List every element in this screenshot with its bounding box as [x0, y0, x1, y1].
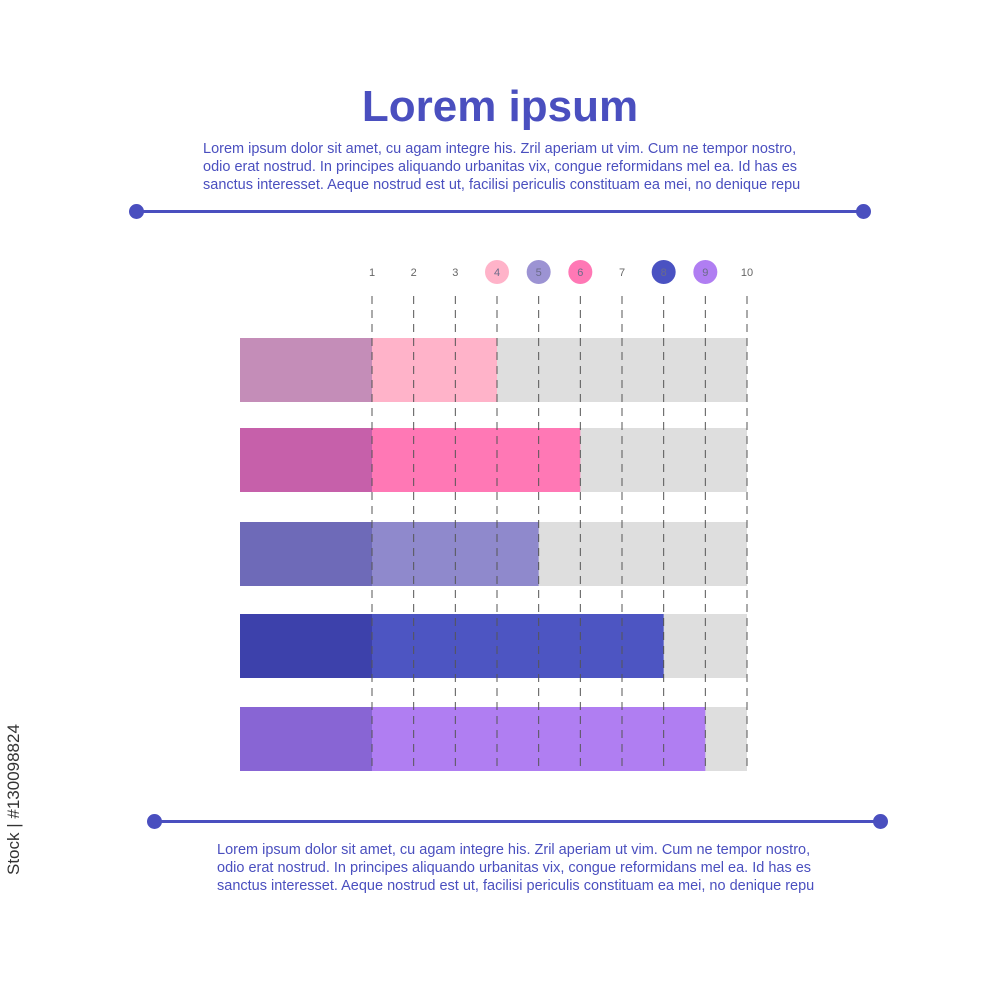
tick-label: 7	[619, 267, 625, 279]
bar-fill	[372, 614, 664, 678]
tick-label: 1	[369, 267, 375, 279]
bar-head	[240, 338, 372, 402]
bar-head	[240, 428, 372, 492]
intro-paragraph: Lorem ipsum dolor sit amet, cu agam inte…	[203, 141, 801, 193]
tick-label: 10	[741, 267, 753, 279]
tick-label: 2	[411, 267, 417, 279]
stock-watermark: Stock | #130098824	[4, 724, 23, 875]
bar-head	[240, 614, 372, 678]
tick-label: 8	[661, 267, 667, 279]
bar-head	[240, 707, 372, 771]
bar-head	[240, 522, 372, 586]
divider-left-dot	[147, 814, 162, 829]
divider-left-dot	[129, 204, 144, 219]
footer-paragraph: Lorem ipsum dolor sit amet, cu agam inte…	[217, 842, 815, 894]
tick-marker	[568, 260, 593, 284]
divider-right-dot	[856, 204, 871, 219]
tick-marker	[526, 260, 551, 284]
tick-label: 6	[577, 267, 583, 279]
top-divider	[129, 204, 871, 219]
bar-fill	[372, 428, 581, 492]
tick-label: 5	[536, 267, 542, 279]
tick-marker	[693, 260, 718, 284]
tick-label: 3	[452, 267, 458, 279]
tick-marker	[485, 260, 509, 284]
tick-label: 9	[702, 267, 708, 279]
bottom-divider	[147, 814, 888, 829]
bar-fill	[372, 338, 497, 402]
tick-marker	[651, 260, 676, 284]
page-title: Lorem ipsum	[361, 82, 639, 131]
tick-label: 4	[494, 267, 500, 279]
divider-right-dot	[873, 814, 888, 829]
